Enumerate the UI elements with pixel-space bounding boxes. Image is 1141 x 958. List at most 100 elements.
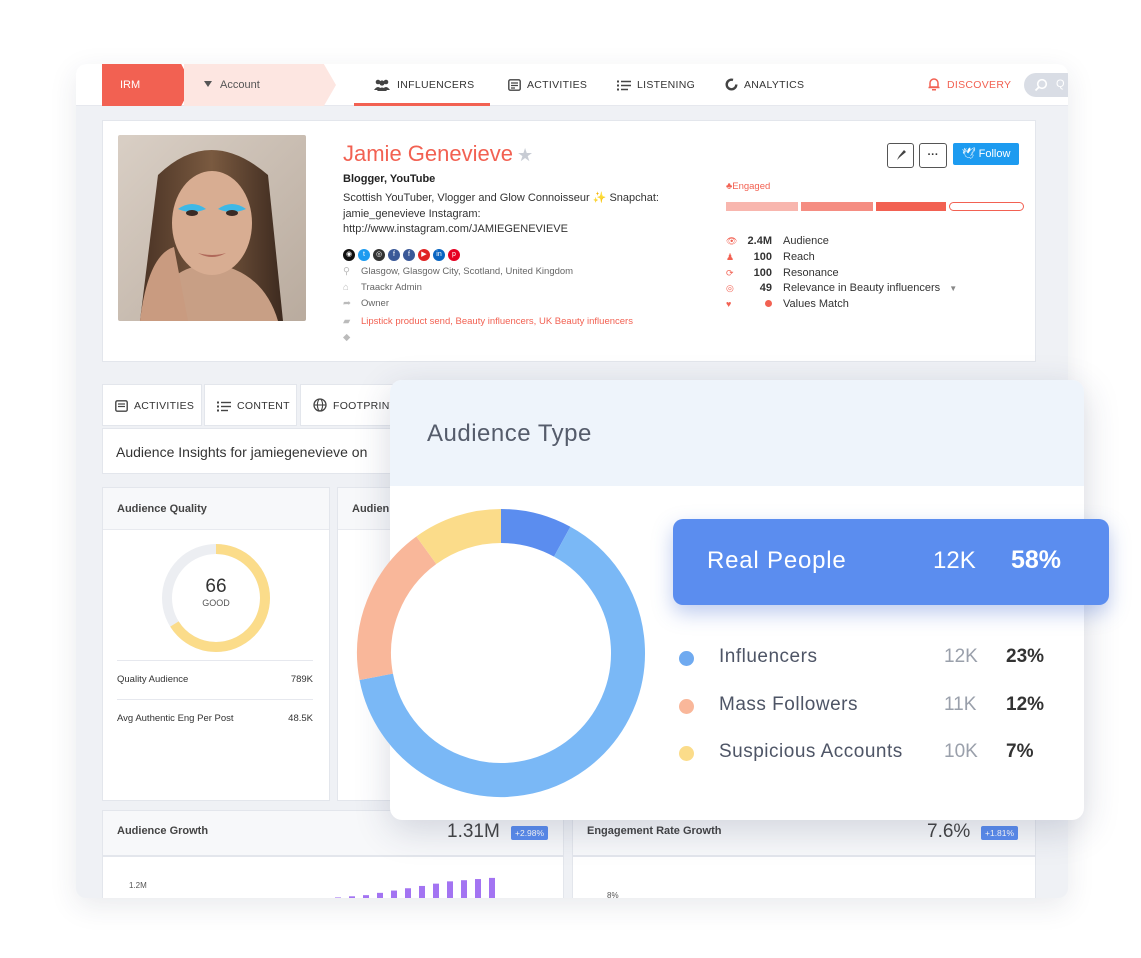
edit-button[interactable] (887, 143, 914, 168)
list-icon (617, 67, 631, 109)
instagram-icon[interactable]: ◎ (373, 249, 385, 261)
divider (117, 699, 313, 700)
more-button[interactable]: ··· (919, 143, 947, 168)
stat-resonance-value: 100 (753, 266, 772, 279)
stat-relevance-value: 49 (759, 282, 772, 295)
nav-influencers[interactable]: INFLUENCERS (354, 64, 490, 106)
profile-tags-text: Lipstick product send, Beauty influencer… (361, 316, 633, 327)
nav-discovery-label: DISCOVERY (947, 79, 1012, 91)
tab-content-label: CONTENT (237, 400, 290, 412)
audience-type-title: Audience Type (427, 420, 592, 447)
add-tag[interactable]: ◆ (343, 332, 361, 343)
tab-footprint-label: FOOTPRINT (333, 400, 397, 412)
quality-score: 66 (205, 576, 227, 597)
eye-icon: 👁 (726, 236, 738, 246)
nav-activities[interactable]: ACTIVITIES (508, 64, 587, 106)
home-icon: ⌂ (343, 282, 349, 293)
audience-type-header (390, 380, 1084, 486)
nav-discovery[interactable]: DISCOVERY (927, 64, 1011, 106)
stat-values-match-value (744, 297, 772, 313)
donut-slice-mass-followers[interactable] (357, 536, 437, 680)
growth-bar (405, 888, 411, 898)
growth-bar (447, 881, 453, 898)
pinterest-icon[interactable]: p (448, 249, 460, 261)
legend-label: Mass Followers (719, 694, 858, 715)
snapchat-icon[interactable]: ◉ (343, 249, 355, 261)
legend-label: Influencers (719, 646, 818, 667)
star-icon[interactable]: ★ (516, 145, 534, 165)
real-people-highlight[interactable]: Real People 12K 58% (673, 519, 1109, 605)
search-input[interactable]: Q (1024, 73, 1068, 97)
profile-admin-text: Traackr Admin (361, 282, 422, 293)
heart-icon: ♥ (726, 299, 732, 310)
stat-resonance-label: Resonance (783, 266, 839, 279)
facebook-page-icon[interactable]: f (403, 249, 415, 261)
stat-reach-value: 100 (753, 250, 772, 263)
target-icon: ◎ (726, 283, 734, 294)
audience-quality-panel: Audience Quality 66 GOOD Quality Audienc… (102, 487, 330, 801)
growth-bar (433, 883, 439, 898)
caret-down-icon (204, 81, 212, 87)
legend-count: 11K (944, 694, 977, 715)
tab-activities[interactable]: ACTIVITIES (102, 384, 202, 426)
growth-bar (377, 892, 383, 898)
growth-bar (391, 890, 397, 898)
nav-analytics[interactable]: ANALYTICS (725, 64, 804, 106)
growth-axis-label: 1.2M (129, 881, 147, 890)
growth-bar (489, 877, 495, 898)
bird-icon: 🕊 (961, 148, 976, 160)
legend-item-mass-followers[interactable]: Mass Followers 11K 12% (679, 694, 1059, 718)
nav-influencers-label: INFLUENCERS (397, 79, 475, 91)
stat-relevance-label-text: Relevance in Beauty influencers (783, 282, 941, 295)
audience-growth-chart: 1.2M (102, 856, 564, 898)
profile-owner: ➦ Owner (343, 298, 389, 309)
stat-audience-value: 2.4M (747, 235, 772, 247)
profile-name: Jamie Genevieve ★ (343, 141, 533, 167)
donut-slice-real-people[interactable] (500, 509, 571, 557)
highlight-count: 12K (933, 547, 976, 574)
quality-row: Quality Audience 789K (117, 674, 313, 685)
stat-audience-label: Audience (783, 235, 829, 247)
profile-location-text: Glasgow, Glasgow City, Scotland, United … (361, 266, 574, 277)
globe-icon (313, 388, 327, 430)
linkedin-icon[interactable]: in (433, 249, 445, 261)
quality-score-label: GOOD (202, 598, 230, 608)
quality-gauge (162, 544, 270, 652)
engagement-status: ♣Engaged (726, 181, 770, 192)
account-dropdown[interactable]: Account (184, 64, 336, 106)
list-icon (217, 388, 231, 430)
caret-down-icon[interactable]: ▼ (949, 284, 958, 294)
folder-icon: ▰ (343, 316, 351, 327)
donut-slice-influencers[interactable] (359, 526, 645, 797)
follow-button[interactable]: 🕊 Follow (953, 143, 1019, 165)
legend-item-suspicious-accounts[interactable]: Suspicious Accounts 10K 7% (679, 741, 1059, 765)
tab-content[interactable]: CONTENT (204, 384, 297, 426)
location-pin-icon: ⚲ (343, 266, 350, 277)
quality-row-label: Quality Audience (117, 674, 189, 685)
facebook-icon[interactable]: f (388, 249, 400, 261)
share-arrow-icon: ➦ (343, 298, 351, 309)
growth-bars (335, 877, 495, 898)
quality-row-value: 789K (290, 674, 313, 685)
engagement-growth-badge: +1.81% (981, 826, 1019, 840)
divider (117, 660, 313, 661)
irm-button[interactable]: IRM (102, 64, 192, 106)
donut-slice-suspicious-accounts[interactable] (416, 509, 502, 565)
nav-listening-label: LISTENING (637, 79, 696, 91)
twitter-icon[interactable]: t (358, 249, 370, 261)
engagement-growth-title: Engagement Rate Growth (587, 825, 722, 837)
profile-name-text: Jamie Genevieve (343, 141, 513, 166)
tab-activities-label: ACTIVITIES (134, 400, 195, 412)
youtube-icon[interactable]: ▶ (418, 249, 430, 261)
profile-bio: Scottish YouTuber, Vlogger and Glow Conn… (343, 192, 659, 235)
growth-bar (363, 895, 369, 898)
document-icon (508, 67, 521, 109)
bell-icon (927, 67, 941, 109)
nav-listening[interactable]: LISTENING (617, 64, 695, 106)
legend-item-influencers[interactable]: Influencers 12K 23% (679, 646, 1059, 670)
handshake-icon: ♣ (726, 181, 733, 192)
profile-tags[interactable]: ▰ Lipstick product send, Beauty influence… (343, 316, 633, 327)
account-label: Account (220, 79, 260, 91)
quality-row-value: 48.5K (288, 713, 313, 724)
audience-type-donut (357, 509, 645, 797)
